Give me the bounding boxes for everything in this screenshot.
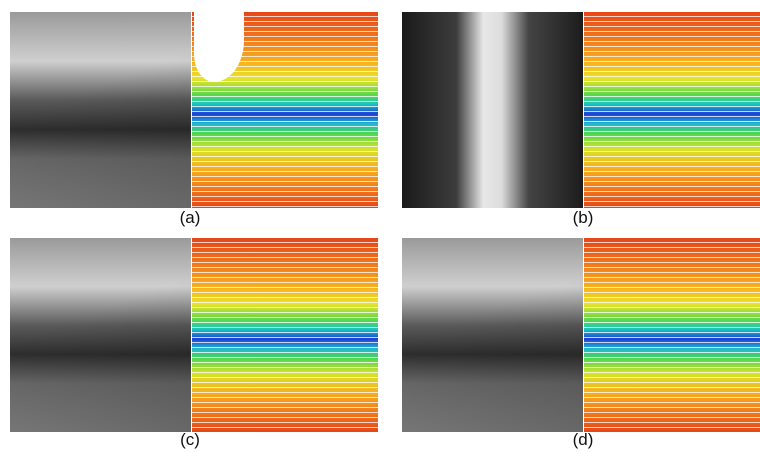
figure: (a) (b) (c) (d)	[0, 0, 760, 452]
caption: (a)	[180, 208, 201, 228]
camera-image	[402, 238, 583, 432]
depth-map	[192, 238, 378, 432]
camera-image	[10, 12, 191, 208]
depth-map	[584, 238, 760, 432]
caption: (b)	[573, 208, 594, 228]
caption: (d)	[573, 430, 594, 450]
camera-image	[10, 238, 191, 432]
camera-image	[402, 12, 583, 208]
caption: (c)	[180, 430, 200, 450]
depth-map	[584, 12, 760, 208]
